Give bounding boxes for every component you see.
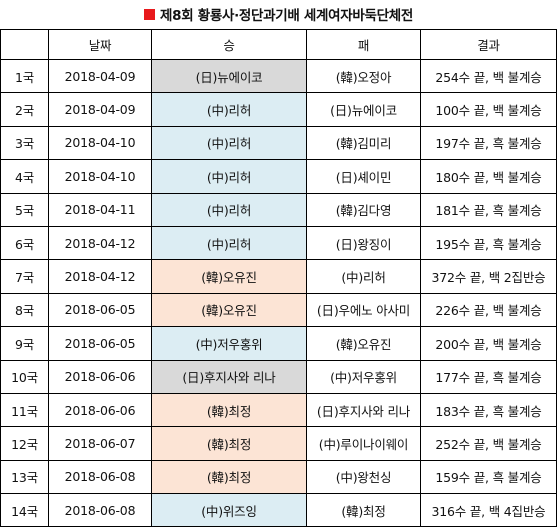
date-cell: 2018-06-05 <box>48 292 152 328</box>
round-cell: 7국 <box>0 259 49 294</box>
round-cell: 9국 <box>0 326 49 361</box>
result-cell: 254수 끝, 백 불계승 <box>420 58 557 94</box>
loser-cell: (日)우에노 아사미 <box>306 292 421 328</box>
result-cell: 100수 끝, 백 불계승 <box>420 92 557 127</box>
date-cell: 2018-04-10 <box>48 159 152 194</box>
table-row: 5국 2018-04-11 (中)리허 (韓)김다영 181수 끝, 흑 불계승 <box>0 192 557 227</box>
header-result: 결과 <box>420 29 557 60</box>
round-cell: 3국 <box>0 125 49 161</box>
loser-cell: (日)셰이민 <box>306 159 421 194</box>
loser-cell: (韓)오유진 <box>306 326 421 361</box>
table-row: 11국 2018-06-06 (韓)최정 (日)후지사와 리나 183수 끝, 흑 불계… <box>0 392 557 428</box>
result-cell: 195수 끝, 흑 불계승 <box>420 225 557 261</box>
round-cell: 14국 <box>0 493 49 528</box>
round-cell: 5국 <box>0 192 49 227</box>
date-cell: 2018-06-08 <box>48 493 152 528</box>
table-row: 1국 2018-04-09 (日)뉴에이코 (韓)오정아 254수 끝, 백 불계승 <box>0 58 557 94</box>
round-cell: 10국 <box>0 359 49 394</box>
result-cell: 316수 끝, 백 4집반승 <box>420 493 557 528</box>
round-cell: 1국 <box>0 58 49 94</box>
result-cell: 177수 끝, 흑 불계승 <box>420 359 557 394</box>
date-cell: 2018-06-05 <box>48 326 152 361</box>
table-row: 10국 2018-06-06 (日)후지사와 리나 (中)저우홍위 177수 끝, 흑 … <box>0 359 557 394</box>
date-cell: 2018-04-12 <box>48 259 152 294</box>
winner-cell: (中)리허 <box>151 159 307 194</box>
table-row: 6국 2018-04-12 (中)리허 (日)왕징이 195수 끝, 흑 불계승 <box>0 225 557 261</box>
result-cell: 197수 끝, 흑 불계승 <box>420 125 557 161</box>
winner-cell: (中)위즈잉 <box>151 493 307 528</box>
round-cell: 13국 <box>0 459 49 495</box>
round-cell: 4국 <box>0 159 49 194</box>
loser-cell: (中)리허 <box>306 259 421 294</box>
date-cell: 2018-06-07 <box>48 426 152 461</box>
loser-cell: (韓)최정 <box>306 493 421 528</box>
loser-cell: (韓)김미리 <box>306 125 421 161</box>
round-cell: 12국 <box>0 426 49 461</box>
date-cell: 2018-04-12 <box>48 225 152 261</box>
table-row: 4국 2018-04-10 (中)리허 (日)셰이민 180수 끝, 백 불계승 <box>0 159 557 194</box>
header-winner: 승 <box>151 29 307 60</box>
result-cell: 226수 끝, 백 불계승 <box>420 292 557 328</box>
winner-cell: (韓)최정 <box>151 459 307 495</box>
date-cell: 2018-06-08 <box>48 459 152 495</box>
date-cell: 2018-06-06 <box>48 392 152 428</box>
date-cell: 2018-06-06 <box>48 359 152 394</box>
loser-cell: (中)왕천싱 <box>306 459 421 495</box>
loser-cell: (日)뉴에이코 <box>306 92 421 127</box>
loser-cell: (韓)오정아 <box>306 58 421 94</box>
table-row: 14국 2018-06-08 (中)위즈잉 (韓)최정 316수 끝, 백 4집반승 <box>0 493 557 528</box>
winner-cell: (韓)오유진 <box>151 259 307 294</box>
winner-cell: (中)저우홍위 <box>151 326 307 361</box>
winner-cell: (中)리허 <box>151 125 307 161</box>
table-row: 2국 2018-04-09 (中)리허 (日)뉴에이코 100수 끝, 백 불계승 <box>0 92 557 127</box>
result-cell: 372수 끝, 백 2집반승 <box>420 259 557 294</box>
round-cell: 2국 <box>0 92 49 127</box>
header-loser: 패 <box>306 29 421 60</box>
result-cell: 181수 끝, 흑 불계승 <box>420 192 557 227</box>
round-cell: 11국 <box>0 392 49 428</box>
result-cell: 183수 끝, 흑 불계승 <box>420 392 557 428</box>
table-row: 3국 2018-04-10 (中)리허 (韓)김미리 197수 끝, 흑 불계승 <box>0 125 557 161</box>
winner-cell: (中)리허 <box>151 92 307 127</box>
loser-cell: (日)후지사와 리나 <box>306 392 421 428</box>
loser-cell: (日)왕징이 <box>306 225 421 261</box>
title-bar: 제8회 황룡사·정단과기배 세계여자바둑단체전 <box>0 0 557 28</box>
date-cell: 2018-04-10 <box>48 125 152 161</box>
result-cell: 180수 끝, 백 불계승 <box>420 159 557 194</box>
date-cell: 2018-04-09 <box>48 58 152 94</box>
loser-cell: (中)루이나이웨이 <box>306 426 421 461</box>
winner-cell: (日)후지사와 리나 <box>151 359 307 394</box>
results-table: 날짜 승 패 결과 1국 2018-04-09 (日)뉴에이코 (韓)오정아 254수 … <box>0 29 557 528</box>
result-cell: 200수 끝, 백 불계승 <box>420 326 557 361</box>
red-square-icon <box>143 8 155 20</box>
date-cell: 2018-04-11 <box>48 192 152 227</box>
date-cell: 2018-04-09 <box>48 92 152 127</box>
winner-cell: (韓)최정 <box>151 426 307 461</box>
loser-cell: (韓)김다영 <box>306 192 421 227</box>
table-row: 13국 2018-06-08 (韓)최정 (中)왕천싱 159수 끝, 흑 불계승 <box>0 459 557 495</box>
round-cell: 6국 <box>0 225 49 261</box>
winner-cell: (韓)오유진 <box>151 292 307 328</box>
header-row: 날짜 승 패 결과 <box>0 29 557 60</box>
loser-cell: (中)저우홍위 <box>306 359 421 394</box>
winner-cell: (日)뉴에이코 <box>151 58 307 94</box>
page-title: 제8회 황룡사·정단과기배 세계여자바둑단체전 <box>159 8 413 24</box>
winner-cell: (中)리허 <box>151 225 307 261</box>
table-row: 9국 2018-06-05 (中)저우홍위 (韓)오유진 200수 끝, 백 불계승 <box>0 326 557 361</box>
result-cell: 159수 끝, 흑 불계승 <box>420 459 557 495</box>
table-row: 8국 2018-06-05 (韓)오유진 (日)우에노 아사미 226수 끝, 백 불계… <box>0 292 557 328</box>
winner-cell: (韓)최정 <box>151 392 307 428</box>
table-row: 7국 2018-04-12 (韓)오유진 (中)리허 372수 끝, 백 2집반승 <box>0 259 557 294</box>
header-round <box>0 29 49 60</box>
header-date: 날짜 <box>48 29 152 60</box>
winner-cell: (中)리허 <box>151 192 307 227</box>
table-row: 12국 2018-06-07 (韓)최정 (中)루이나이웨이 252수 끝, 백 불계승 <box>0 426 557 461</box>
result-cell: 252수 끝, 백 불계승 <box>420 426 557 461</box>
round-cell: 8국 <box>0 292 49 328</box>
